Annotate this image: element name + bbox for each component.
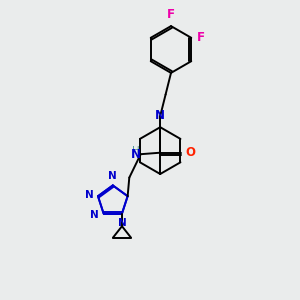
Text: F: F [197, 31, 205, 44]
Text: O: O [185, 146, 195, 159]
Text: N: N [90, 210, 99, 220]
Text: F: F [167, 8, 175, 21]
Text: N: N [130, 148, 141, 161]
Text: N: N [155, 110, 165, 122]
Text: H: H [132, 146, 140, 156]
Text: N: N [118, 218, 126, 228]
Text: N: N [108, 171, 117, 181]
Text: N: N [85, 190, 94, 200]
